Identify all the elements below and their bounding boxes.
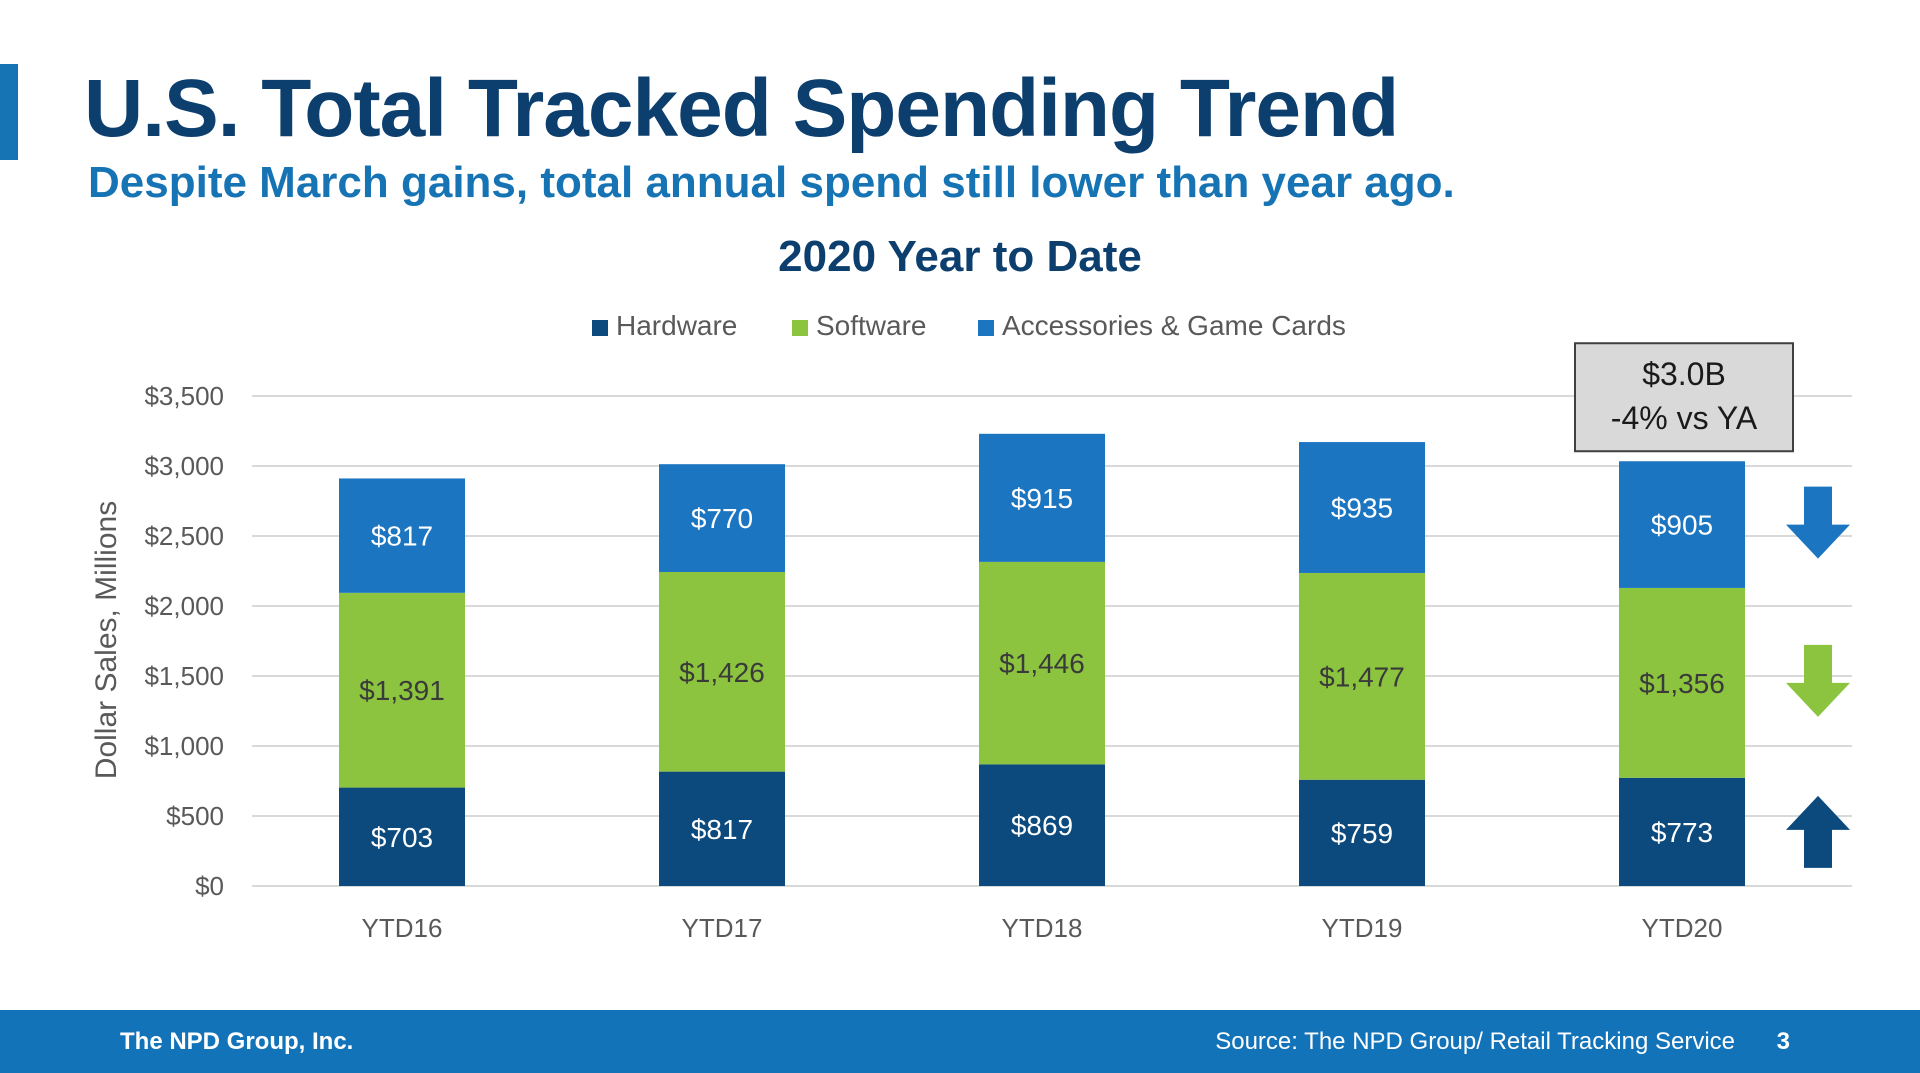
bar-segment — [1619, 461, 1745, 588]
legend-swatch — [792, 320, 808, 336]
page-subtitle: Despite March gains, total annual spend … — [88, 158, 1455, 207]
x-tick-label: YTD17 — [682, 913, 763, 943]
data-label: $759 — [1331, 818, 1393, 849]
data-label: $773 — [1651, 817, 1713, 848]
y-tick-label: $3,500 — [144, 381, 224, 411]
y-tick-label: $3,000 — [144, 451, 224, 481]
y-tick-label: $500 — [166, 801, 224, 831]
footer-bar: The NPD Group, Inc. Source: The NPD Grou… — [0, 1010, 1920, 1073]
callout-box — [1574, 342, 1794, 453]
bar-segment — [339, 592, 465, 788]
bar-segment — [339, 787, 465, 886]
data-label: $1,446 — [999, 648, 1085, 679]
bar-segment — [979, 433, 1105, 562]
bar-segment — [659, 771, 785, 886]
data-label: $905 — [1651, 510, 1713, 541]
data-label: $770 — [691, 503, 753, 534]
x-tick-label: YTD20 — [1642, 913, 1723, 943]
data-label: $1,356 — [1639, 668, 1725, 699]
arrow-down-icon — [1786, 486, 1850, 559]
data-label: $817 — [691, 814, 753, 845]
data-label: $817 — [371, 521, 433, 552]
y-tick-label: $1,500 — [144, 661, 224, 691]
legend-swatch — [978, 320, 994, 336]
callout-total: $3.0B — [1642, 356, 1726, 392]
x-tick-label: YTD19 — [1322, 913, 1403, 943]
data-label: $869 — [1011, 810, 1073, 841]
legend-swatch — [592, 320, 608, 336]
y-tick-label: $2,000 — [144, 591, 224, 621]
page-title: U.S. Total Tracked Spending Trend — [84, 63, 1399, 154]
bar-segment — [339, 478, 465, 593]
page-number: 3 — [1776, 1028, 1790, 1055]
data-label: $1,426 — [679, 657, 765, 688]
data-label: $1,391 — [359, 675, 445, 706]
bar-segment — [979, 561, 1105, 765]
legend-label: Software — [816, 310, 927, 341]
bar-segment — [659, 571, 785, 772]
callout-change: -4% vs YA — [1611, 400, 1758, 436]
bar-segment — [979, 764, 1105, 886]
bar-segment — [1299, 572, 1425, 780]
data-label: $935 — [1331, 493, 1393, 524]
y-tick-label: $1,000 — [144, 731, 224, 761]
legend-label: Hardware — [616, 310, 737, 341]
arrow-up-icon — [1786, 795, 1850, 868]
bar-segment — [1299, 442, 1425, 573]
data-label: $915 — [1011, 483, 1073, 514]
footer-source: Source: The NPD Group/ Retail Tracking S… — [1215, 1028, 1735, 1055]
bar-segment — [1619, 777, 1745, 886]
footer-company: The NPD Group, Inc. — [120, 1028, 354, 1055]
bar-segment — [1299, 779, 1425, 886]
legend-label: Accessories & Game Cards — [1002, 310, 1346, 341]
bar-segment — [659, 464, 785, 572]
y-tick-label: $0 — [195, 871, 224, 901]
data-label: $1,477 — [1319, 661, 1405, 692]
x-tick-label: YTD16 — [362, 913, 443, 943]
data-label: $703 — [371, 822, 433, 853]
arrow-down-icon — [1786, 644, 1850, 717]
y-axis-label: Dollar Sales, Millions — [90, 501, 123, 779]
stacked-bar-chart: $0 $500 $1,000 $1,500 $2,000 $2,500 $3,000 $3,5… — [90, 310, 1852, 943]
x-tick-label: YTD18 — [1002, 913, 1083, 943]
y-tick-label: $2,500 — [144, 521, 224, 551]
accent-bar — [0, 64, 18, 160]
bar-segment — [1619, 587, 1745, 778]
chart-title: 2020 Year to Date — [778, 232, 1142, 281]
